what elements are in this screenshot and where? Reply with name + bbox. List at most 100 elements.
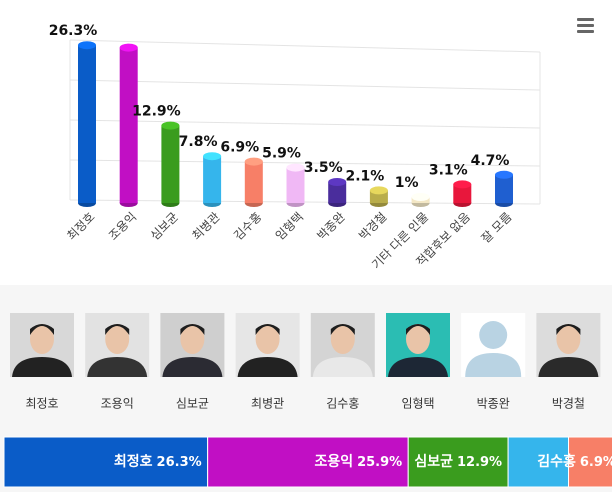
photo-hair <box>556 324 581 335</box>
candidate-photo <box>235 313 300 377</box>
photo-body <box>388 357 448 377</box>
cylinder-bar <box>78 41 96 207</box>
photo-face <box>556 324 581 354</box>
value-label: 5.9% <box>262 146 301 162</box>
segment-value: 26.3% <box>157 455 202 470</box>
segment-name: 김수홍 <box>537 453 576 470</box>
photo-body <box>237 357 298 377</box>
candidate-name: 박경철 <box>552 397 585 411</box>
cylinder-body <box>203 156 222 203</box>
stack-segment <box>568 436 612 488</box>
candidate-name: 최병관 <box>251 397 284 411</box>
segment-name: 심보균 <box>414 454 453 470</box>
photo-body <box>162 357 223 377</box>
cylinder-bar <box>453 180 472 207</box>
cylinder-top <box>203 152 222 161</box>
cylinder-bar <box>495 170 513 207</box>
back-wall <box>69 39 541 205</box>
value-label: 1% <box>395 175 419 191</box>
candidate-name: 심보균 <box>176 397 209 411</box>
value-label: 2.1% <box>345 168 384 184</box>
menu-icon[interactable] <box>577 18 594 33</box>
stack-segment <box>207 436 409 488</box>
photo-hair <box>406 324 430 335</box>
photo-face <box>180 324 205 354</box>
segment-label: 심보균 12.9% <box>414 454 502 470</box>
photo-face <box>255 324 280 354</box>
value-label: 26.3% <box>49 23 98 39</box>
cylinder-body <box>495 174 513 203</box>
value-label: 3.1% <box>429 162 468 178</box>
photo-hair <box>30 324 54 335</box>
cylinder-top <box>78 41 96 50</box>
cylinder-top <box>119 43 138 52</box>
photo-body <box>538 357 599 377</box>
candidate-name: 조용익 <box>101 397 134 411</box>
photo-face <box>105 324 130 354</box>
cylinder-body <box>119 47 138 203</box>
value-label: 6.9% <box>220 140 259 156</box>
cylinder-top <box>244 157 263 166</box>
cylinder-top <box>328 178 347 186</box>
cylinder-top <box>161 121 180 130</box>
candidate-name: 김수홍 <box>326 397 359 411</box>
cylinder-top <box>453 180 472 189</box>
value-label: 3.5% <box>304 160 343 176</box>
photo-face <box>406 324 430 354</box>
silhouette-body <box>465 353 522 377</box>
photo-face <box>30 324 54 354</box>
cylinder-bar <box>328 178 347 207</box>
chart-bg <box>0 0 612 285</box>
cylinder-body <box>328 182 347 203</box>
candidate-photo <box>386 313 450 377</box>
segment-value: 12.9% <box>457 455 502 470</box>
cylinder-bar <box>286 163 305 207</box>
cylinder-bar <box>203 152 222 207</box>
cylinder-bar <box>161 121 180 207</box>
cylinder-top <box>286 163 305 172</box>
segment-name: 최정호 <box>114 453 153 470</box>
cylinder-bar <box>411 193 430 207</box>
photo-hair <box>255 324 280 335</box>
photo-face <box>330 324 355 354</box>
cylinder-body <box>78 45 96 204</box>
stack-segment <box>507 436 570 488</box>
cylinder-top <box>369 186 388 195</box>
segment-label: 최정호 26.3% <box>114 453 202 470</box>
stack-segment <box>407 436 509 488</box>
cylinder-top <box>495 170 513 179</box>
cylinder-body <box>286 167 305 203</box>
cylinder-bar <box>369 186 388 207</box>
value-label: 12.9% <box>132 104 181 120</box>
photo-body <box>312 357 373 377</box>
photo-hair <box>330 324 355 335</box>
photo-body <box>87 357 148 377</box>
segment-value: 6.9% <box>580 455 612 470</box>
cylinder-bar <box>244 157 263 207</box>
stack-segment <box>3 436 209 488</box>
segment-name: 조용익 <box>314 453 353 470</box>
value-label: 4.7% <box>471 153 510 169</box>
segment-label: 김수홍 6.9% <box>537 453 612 470</box>
candidate-photo <box>310 313 375 377</box>
candidate-photo <box>85 313 150 377</box>
cylinder-body <box>453 184 472 203</box>
cylinder-body <box>161 125 180 203</box>
candidate-photo <box>10 313 74 377</box>
candidate-name: 임형택 <box>401 397 434 411</box>
candidate-photo <box>536 313 601 377</box>
photo-body <box>12 357 72 377</box>
cylinder-top <box>411 193 430 201</box>
candidate-photo <box>160 313 225 377</box>
value-label: 7.8% <box>179 134 218 150</box>
candidate-photo <box>461 313 526 377</box>
cylinder-bar <box>119 43 138 207</box>
photo-hair <box>180 324 205 335</box>
cylinder-body <box>244 161 263 203</box>
silhouette-head <box>479 321 508 349</box>
candidate-name: 박종완 <box>477 397 510 411</box>
photo-hair <box>105 324 130 335</box>
segment-value: 25.9% <box>357 455 402 470</box>
candidate-name: 최정호 <box>25 397 58 411</box>
